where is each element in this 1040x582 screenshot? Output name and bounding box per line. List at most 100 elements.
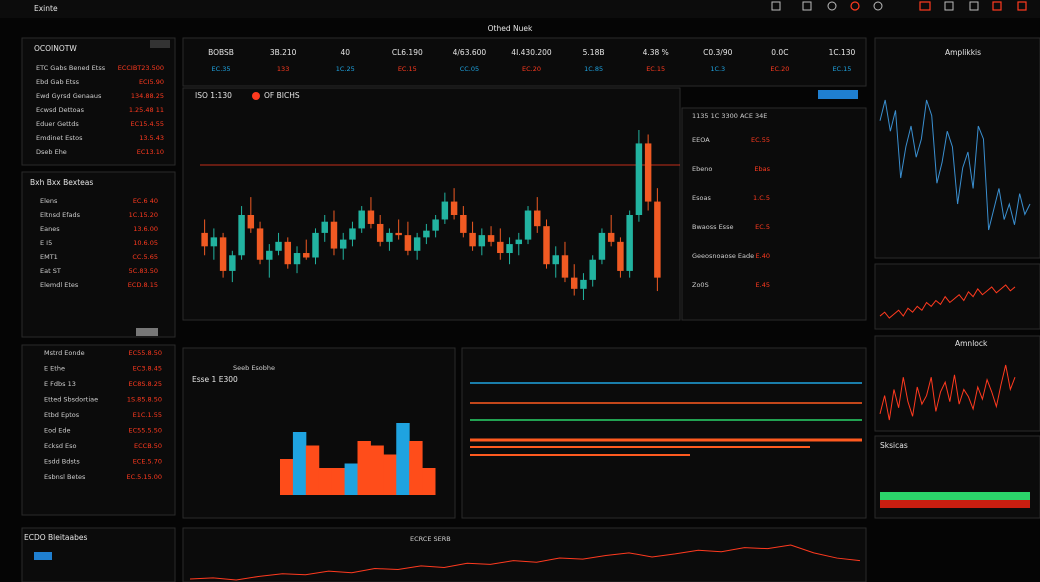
- candle-body: [635, 143, 643, 215]
- row-value: E.45: [756, 281, 770, 289]
- row-label: Eltnsd Efads: [40, 211, 81, 219]
- row-label: E Fdbs 13: [44, 380, 76, 388]
- candle-body: [275, 241, 282, 251]
- ticker-label: 4/63.600: [453, 48, 487, 57]
- candle-body: [219, 237, 227, 271]
- area-red: [880, 500, 1030, 508]
- row-value: E.40: [756, 252, 770, 260]
- indicator: [34, 552, 52, 560]
- blue-line: [879, 99, 1031, 231]
- candle-body: [423, 230, 430, 238]
- row-value: 10.6.05: [133, 239, 158, 247]
- row-value: 134.88.25: [131, 92, 164, 100]
- row-value: 1C.15.20: [129, 211, 158, 219]
- row-value: EC8S.8.25: [129, 380, 162, 388]
- block: [292, 432, 307, 495]
- block: [409, 441, 423, 495]
- block: [344, 463, 358, 495]
- ticker-value: 1C.25: [336, 65, 355, 73]
- app-name: Exinte: [34, 4, 58, 13]
- candle-body: [506, 244, 513, 254]
- input-field[interactable]: [818, 90, 858, 99]
- row-value: EC3.8.45: [133, 365, 162, 373]
- ticker-label: 4I.430.200: [511, 48, 552, 57]
- scroll-bar[interactable]: [136, 328, 158, 336]
- row-label: Esbnsl Betes: [44, 473, 86, 481]
- row-value: EC.55: [751, 136, 770, 144]
- candle-body: [339, 239, 347, 249]
- panels: [21, 37, 1040, 582]
- block: [280, 459, 294, 495]
- ticker-label: 4.38 %: [643, 48, 669, 57]
- row-label: EEOA: [692, 136, 710, 144]
- row-value: EC.5: [755, 223, 770, 231]
- candle-body: [626, 215, 633, 271]
- candle-body: [644, 143, 652, 202]
- row-label: Geeosnoaose Eade: [692, 252, 754, 260]
- row-label: ETC Gabs Bened Etss: [36, 64, 106, 72]
- candle-body: [654, 201, 661, 278]
- row-label: Esoas: [692, 194, 711, 202]
- block: [305, 445, 320, 495]
- row-label: Eod Ede: [44, 427, 71, 435]
- candle-body: [534, 210, 541, 227]
- candle-body: [256, 228, 264, 260]
- row-label: Ecwsd Dettoas: [36, 106, 85, 114]
- candle-body: [330, 221, 338, 249]
- ticker-label: BOBSB: [208, 48, 234, 57]
- positions-title: Bxh Bxx Bexteas: [30, 178, 93, 187]
- row-label: Etted Sbsdortiae: [44, 396, 98, 404]
- panel-button[interactable]: [150, 40, 170, 48]
- block: [422, 468, 436, 495]
- row-label: Eat ST: [40, 267, 61, 275]
- row-value: 1.C.5: [753, 194, 770, 202]
- ticker-label: 0.0C: [771, 48, 788, 57]
- row-value: EC15.4.55: [131, 120, 164, 128]
- candle-body: [386, 232, 393, 242]
- ticker-value: 1C.85: [584, 65, 603, 73]
- candle-body: [460, 215, 467, 233]
- row-value: 1S.85.8.50: [127, 396, 162, 404]
- orderbook-title: 1135 1C 3300 ACE 34E: [692, 112, 767, 120]
- orange-line: [879, 364, 1016, 421]
- watchlist-title: OCOINOTW: [34, 44, 77, 53]
- candle-body: [469, 232, 476, 247]
- row-label: Ecksd Eso: [44, 442, 77, 450]
- chart-icon: [252, 92, 260, 100]
- bottom-line: [189, 544, 861, 581]
- candle-body: [589, 259, 596, 280]
- ticker-label: C0.3/90: [703, 48, 732, 57]
- row-value: EC13.10: [137, 148, 164, 156]
- ticker-label: 5.18B: [583, 48, 605, 57]
- row-value: 5C.83.50: [129, 267, 158, 275]
- chart-symbol: ISO 1:130: [195, 91, 232, 100]
- row-label: Bwaoss Esse: [692, 223, 733, 231]
- row-label: E I5: [40, 239, 52, 247]
- block: [318, 468, 333, 495]
- candle-body: [349, 228, 356, 240]
- ticker-value: EC.15: [646, 65, 665, 73]
- row-value: 1.25.48 11: [129, 106, 164, 114]
- row-label: Elemdl Etes: [40, 281, 79, 289]
- toolbar-icons[interactable]: [850, 1, 1027, 11]
- candle-body: [201, 232, 208, 247]
- candle-body: [515, 239, 523, 245]
- row-label: E Ethe: [44, 365, 65, 373]
- row-label: Ebeno: [692, 165, 712, 173]
- candle-body: [552, 255, 559, 265]
- row-value: E1C.1.55: [133, 411, 162, 419]
- ticker-label: 3B.210: [270, 48, 297, 57]
- row-label: Ewd Gyrsd Genaaus: [36, 92, 102, 100]
- candle-body: [450, 201, 458, 215]
- row-label: Elens: [40, 197, 58, 205]
- toolbar-icons-gray[interactable]: [771, 1, 979, 11]
- candle-body: [238, 215, 245, 256]
- ticker-value: CC.05: [460, 65, 479, 73]
- candle-body: [247, 215, 255, 229]
- candle-body: [487, 235, 495, 242]
- row-value: ECI5.90: [139, 78, 164, 86]
- candle-body: [293, 253, 301, 265]
- row-value: EC55.8.50: [129, 349, 162, 357]
- row-value: ECE.5.70: [133, 458, 162, 466]
